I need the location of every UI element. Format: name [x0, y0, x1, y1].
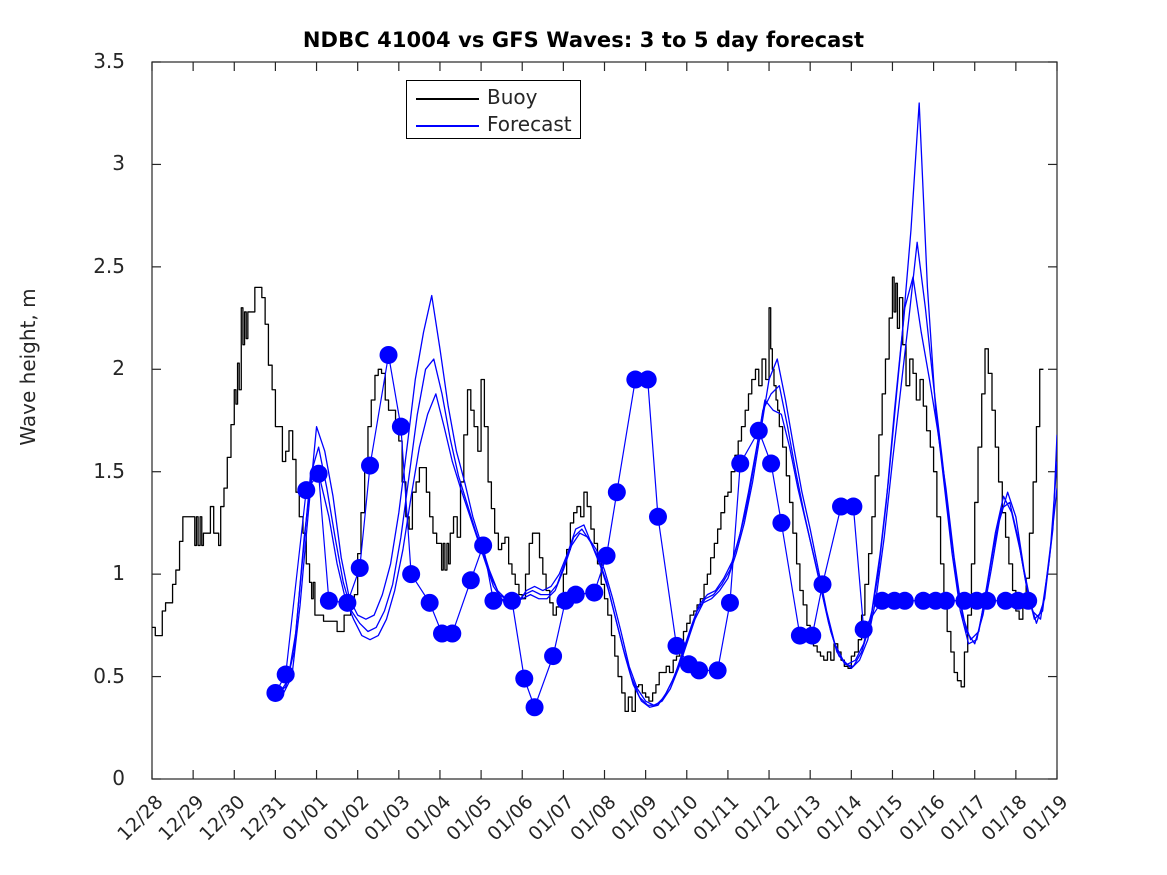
- y-tick-label: 0.5: [93, 663, 125, 688]
- legend-item-buoy: Buoy: [407, 85, 582, 113]
- series-line-forecast-run-c: [278, 276, 1057, 708]
- forecast-marker-point: [585, 583, 604, 602]
- forecast-marker-point: [895, 591, 914, 610]
- forecast-marker-point: [708, 661, 727, 680]
- forecast-marker-point: [638, 370, 657, 389]
- forecast-marker-point: [803, 626, 822, 645]
- series-line-forecast-run-a: [275, 241, 1057, 706]
- y-tick-label: 2: [112, 356, 125, 381]
- forecast-marker-point: [914, 591, 933, 610]
- y-tick-label: 1.5: [93, 458, 125, 483]
- forecast-marker-point: [720, 593, 739, 612]
- forecast-marker-point: [1019, 591, 1038, 610]
- legend-item-forecast: Forecast: [407, 112, 582, 140]
- forecast-marker-point: [955, 591, 974, 610]
- forecast-marker-point: [544, 647, 563, 666]
- forecast-marker-point: [690, 661, 709, 680]
- forecast-marker-point: [873, 591, 892, 610]
- forecast-marker-point: [762, 454, 781, 473]
- series-line-buoy: [152, 276, 1044, 713]
- forecast-marker-point: [597, 546, 616, 565]
- forecast-marker-point: [996, 591, 1015, 610]
- plot-frame: [151, 61, 1058, 780]
- forecast-marker-point: [276, 665, 295, 684]
- forecast-marker-point: [443, 624, 462, 643]
- y-tick-label: 2.5: [93, 253, 125, 278]
- forecast-marker-point: [648, 507, 667, 526]
- forecast-marker-point: [626, 370, 645, 389]
- y-tick-label: 1: [112, 561, 125, 586]
- legend: Buoy Forecast: [406, 80, 581, 139]
- legend-swatch-forecast: [416, 125, 479, 127]
- forecast-marker-point: [297, 481, 316, 500]
- y-tick-label: 3.5: [93, 49, 125, 73]
- forecast-marker-point: [309, 464, 328, 483]
- legend-swatch-buoy: [416, 98, 479, 100]
- chart-title: NDBC 41004 vs GFS Waves: 3 to 5 day fore…: [302, 28, 865, 52]
- forecast-marker-point: [854, 620, 873, 639]
- forecast-marker-point: [484, 591, 503, 610]
- y-tick-label: 0: [112, 766, 125, 790]
- forecast-marker-point: [813, 575, 832, 594]
- forecast-marker-point: [266, 683, 285, 702]
- forecast-marker-point: [525, 698, 544, 717]
- forecast-marker-point: [566, 585, 585, 604]
- legend-label: Buoy: [487, 85, 538, 109]
- y-axis-tick-labels: 0 0.5 1 1.5 2 2.5 3 3.5: [0, 0, 143, 875]
- forecast-marker-point: [402, 565, 421, 584]
- forecast-marker-point: [515, 669, 534, 688]
- forecast-marker-point: [844, 497, 863, 516]
- forecast-marker-point: [772, 513, 791, 532]
- forecast-marker-point: [319, 591, 338, 610]
- forecast-marker-point: [474, 536, 493, 555]
- forecast-marker-point: [391, 417, 410, 436]
- y-tick-label: 3: [112, 151, 125, 176]
- forecast-marker-point: [936, 591, 955, 610]
- legend-label: Forecast: [487, 112, 572, 136]
- forecast-marker-point: [502, 591, 521, 610]
- forecast-marker-point: [361, 456, 380, 475]
- forecast-marker-point: [379, 345, 398, 364]
- forecast-marker-point: [420, 593, 439, 612]
- forecast-marker-point: [749, 421, 768, 440]
- forecast-marker-point: [350, 559, 369, 577]
- forecast-marker-point: [832, 497, 851, 516]
- forecast-marker-point: [338, 593, 357, 612]
- forecast-marker-point: [731, 454, 750, 473]
- forecast-marker-point: [607, 483, 626, 502]
- forecast-marker-point: [461, 571, 480, 590]
- forecast-marker-point: [978, 591, 997, 610]
- forecast-marker-point: [790, 626, 809, 645]
- forecast-marker-point: [667, 636, 686, 655]
